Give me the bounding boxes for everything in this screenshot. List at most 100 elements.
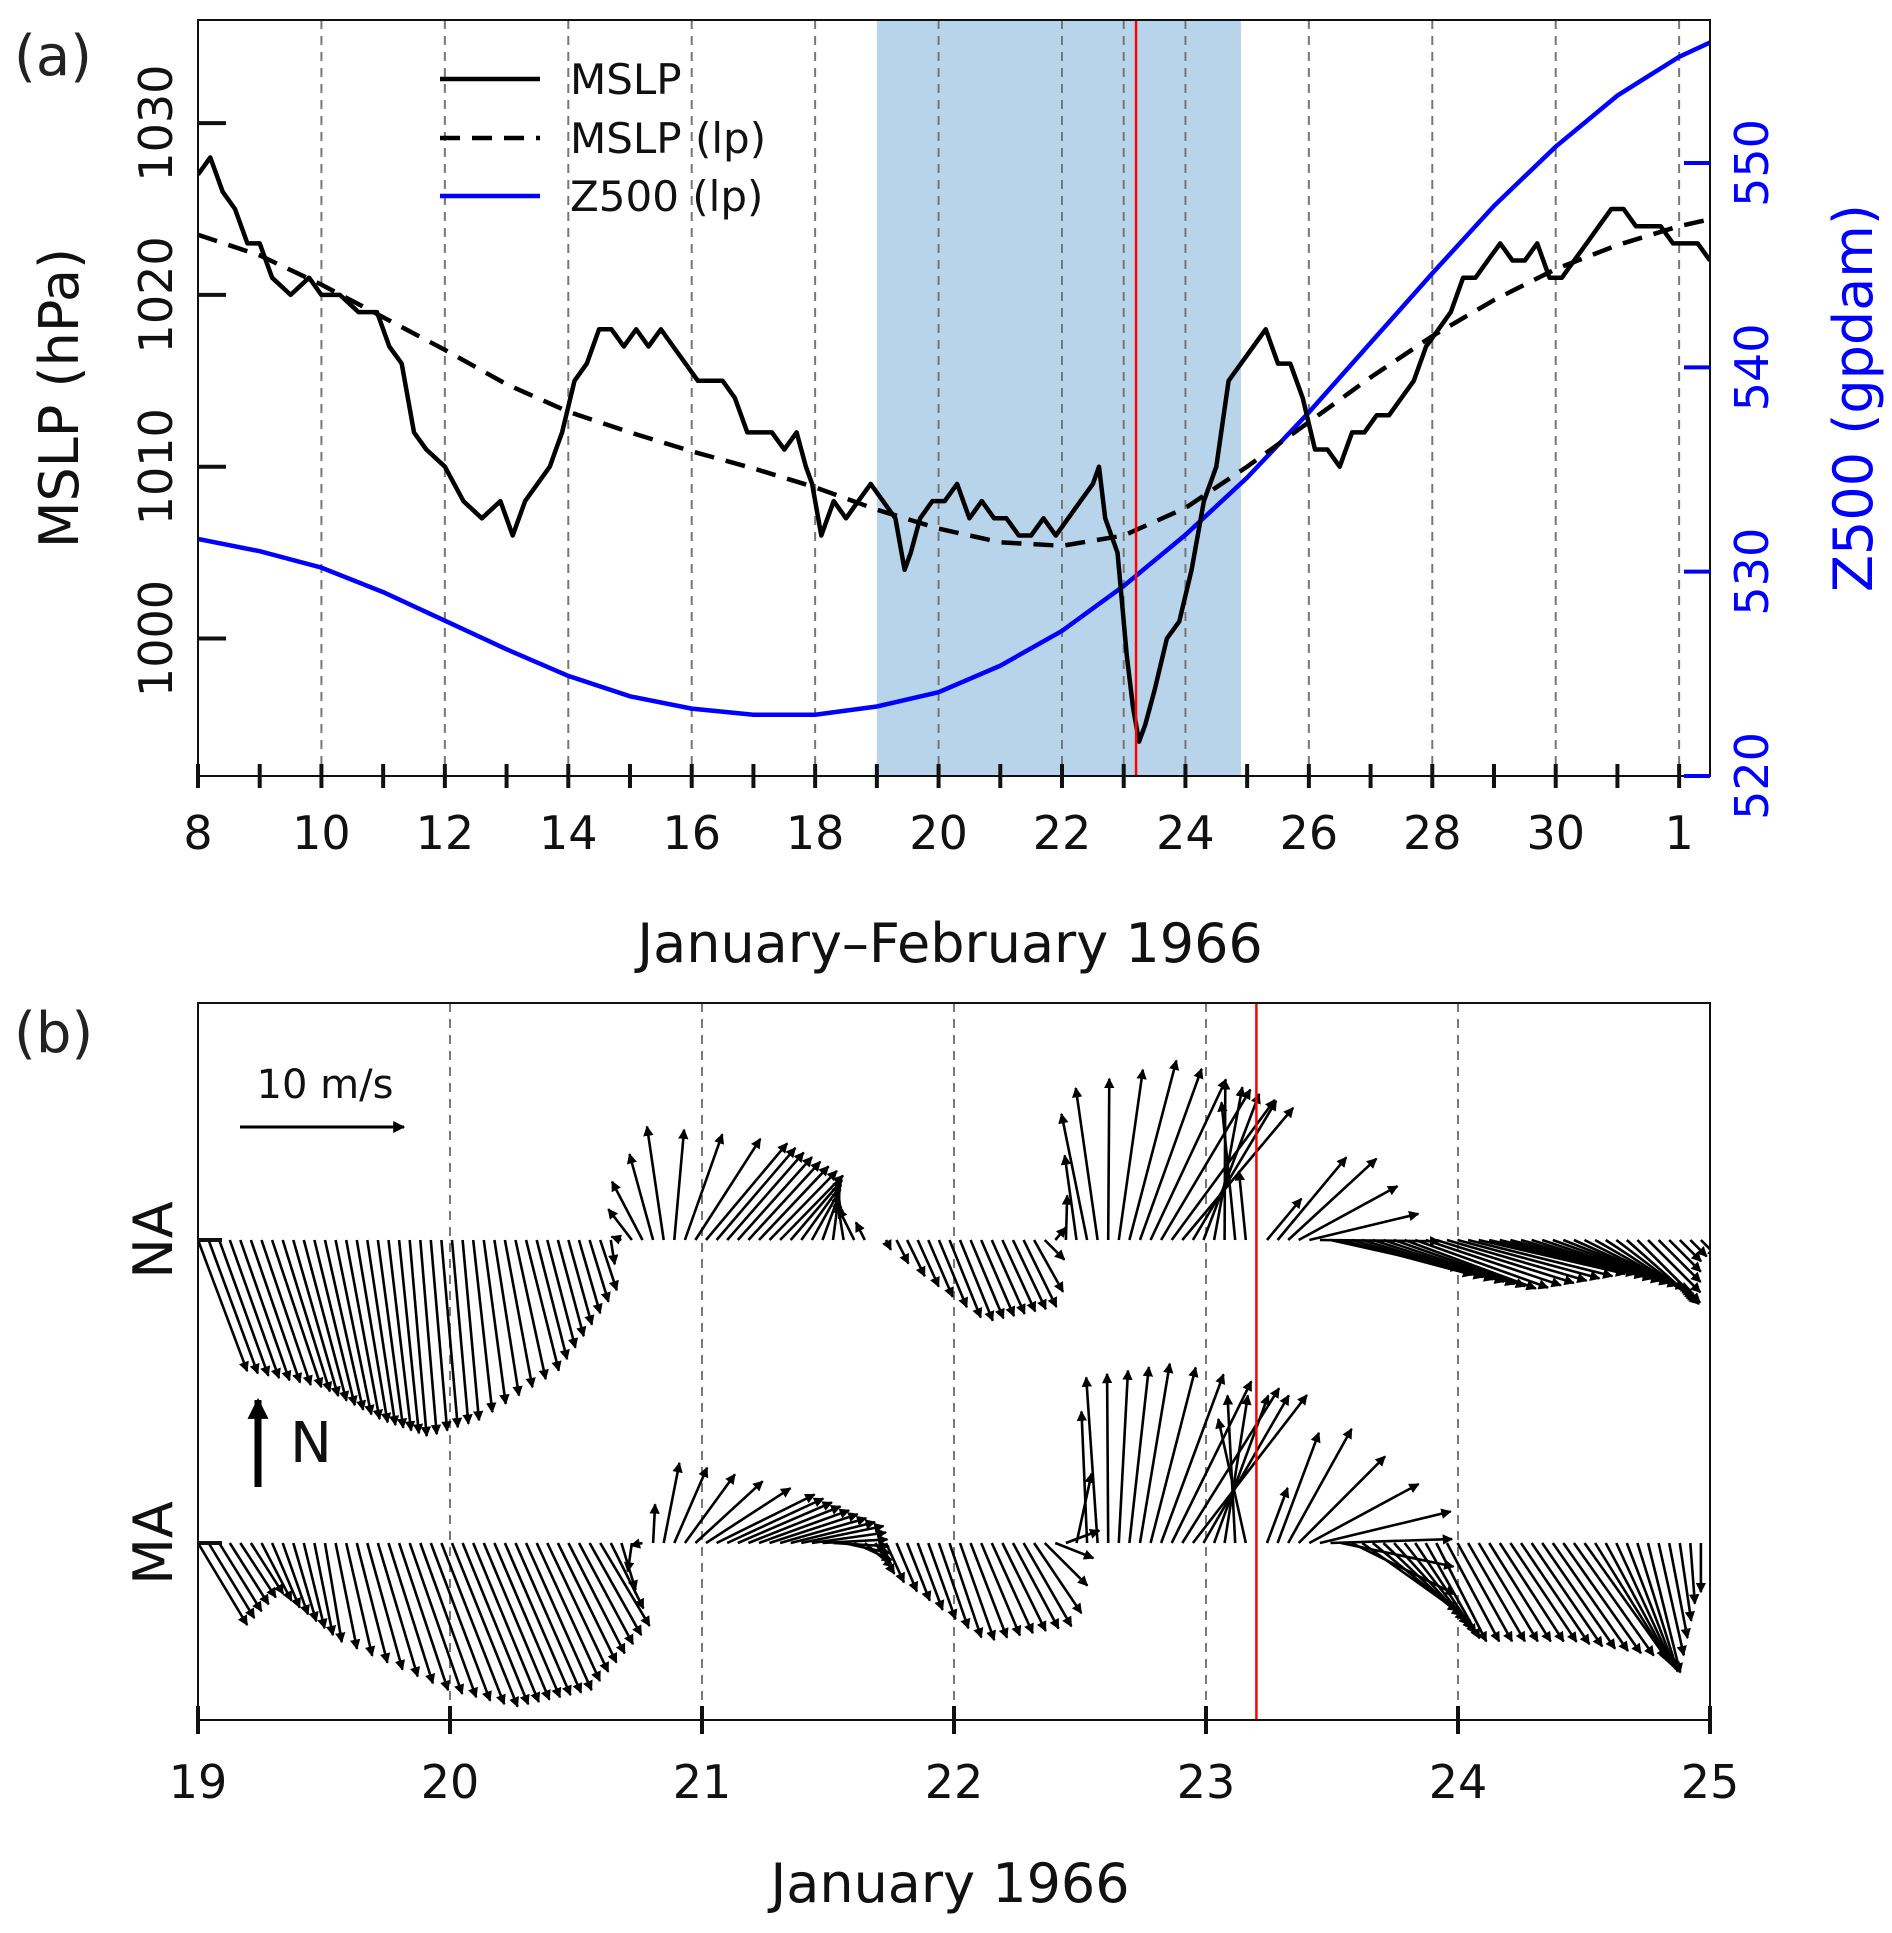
wind-arrow-ma [292,1542,319,1623]
wind-arrow-na [1467,1238,1614,1279]
x-tick-label: 25 [1681,1755,1740,1809]
wind-arrow-na [567,1239,595,1326]
wind-arrow-na [1001,1239,1037,1313]
wind-arrow-ma [1001,1542,1047,1632]
wind-arrow-ma [737,1501,833,1545]
wind-arrow-na [626,1153,655,1241]
wind-arrow-ma [790,1519,877,1545]
wind-arrow-na [292,1239,341,1398]
wind-arrow-na [1022,1239,1058,1308]
wind-arrow-ma [249,1542,285,1595]
right-y-axis-ticks: 520 530 540 550 [1684,119,1779,820]
wind-arrow-na [270,1239,324,1389]
wind-arrow-na [535,1239,570,1361]
wind-arrow-ma [334,1542,361,1650]
wind-arrow-ma [1530,1542,1604,1648]
left-y-axis-ticks: 1000 1010 1020 1030 [129,65,226,697]
wind-arrow-ma [1191,1394,1308,1544]
wind-arrow-na [837,1207,856,1241]
wind-arrow-ma [801,1522,885,1545]
wind-arrow-ma [1604,1542,1672,1665]
wind-arrow-ma [1456,1542,1514,1643]
wind-arrow-ma [1276,1431,1321,1544]
north-indicator: N [247,1397,332,1487]
wind-arrow-na [1298,1185,1399,1242]
z500-lp-line [198,40,1710,717]
wind-arrow-ma [397,1542,451,1692]
wind-arrow-na [429,1239,452,1432]
wind-arrow-ma [546,1542,610,1673]
wind-arrow-na [607,1208,633,1241]
wind-arrow-ma [323,1542,346,1644]
wind-arrow-na [577,1239,603,1315]
x-tick-label: 21 [673,1755,732,1809]
wind-arrow-na [419,1239,442,1436]
wind-arrow-na [1104,1077,1115,1241]
wind-arrow-ma [302,1542,328,1630]
wind-arrow-na [440,1239,463,1429]
wind-arrow-na [1043,1239,1066,1261]
wind-arrow-ma [1330,1534,1454,1545]
legend: MSLP MSLP (lp) Z500 (lp) [440,55,766,221]
wind-arrow-na [1636,1239,1702,1304]
x-tick-label: 22 [1033,806,1092,860]
wind-arrow-na [726,1151,805,1241]
wind-arrow-na [1478,1238,1627,1277]
north-label: N [290,1411,332,1476]
wind-arrow-ma [1223,1394,1252,1544]
wind-arrow-ma [1572,1542,1655,1657]
wind-arrow-ma [1667,1542,1691,1640]
wind-arrow-na [895,1239,910,1265]
wind-arrow-na [493,1239,523,1397]
wind-arrow-ma [874,1542,896,1575]
wind-arrow-na [408,1239,432,1438]
wind-arrow-na [715,1147,797,1241]
wind-arrow-na [1128,1059,1180,1241]
wind-arrow-na [1058,1112,1089,1241]
reference-arrow: 10 m/s [240,1062,406,1133]
wind-arrow-na [1220,1079,1231,1241]
wind-arrow-ma [895,1542,919,1593]
wind-arrow-ma [588,1542,643,1637]
wind-arrow-ma [1033,1542,1083,1615]
wind-arrow-na [1191,1100,1278,1241]
wind-arrow-ma [958,1542,996,1642]
wind-arrow-ma [1541,1542,1617,1650]
wind-arrow-na [1011,1239,1047,1311]
wind-arrow-na [1217,1101,1237,1241]
wind-arrow-ma [461,1542,530,1706]
wind-arrow-ma [567,1542,626,1655]
wind-arrow-na [854,1221,866,1241]
y-axis-title: MSLP (hPa) [28,248,91,548]
x-tick-label: 14 [539,806,598,860]
wind-arrow-ma [556,1542,618,1664]
wind-arrow-na [482,1239,510,1405]
x-tick-label: 22 [925,1755,984,1809]
wind-arrow-na [1678,1239,1703,1263]
wind-arrow-na [969,1239,1005,1320]
wind-arrow-na [747,1160,822,1241]
wind-arrow-ma [1265,1486,1290,1544]
wind-arrow-ma [1562,1542,1642,1655]
wind-arrow-na [1414,1238,1549,1290]
wind-arrow-na [736,1156,813,1241]
legend-label-mslp-lp: MSLP (lp) [570,114,766,163]
wind-arrow-na [673,1128,689,1241]
wind-arrow-ma [524,1542,593,1692]
wind-arrow-ma [884,1542,906,1584]
wind-arrow-ma [1222,1394,1237,1544]
wind-arrow-ma [493,1542,562,1699]
panel-b-wind-vectors: (b) 19 20 21 22 23 24 25 NA MA January 1966 10 … [14,1001,1739,1915]
wind-arrow-na [397,1239,424,1435]
x-axis-ticks: 19 20 21 22 23 24 25 [169,1706,1740,1809]
wind-arrow-na [948,1239,983,1319]
wind-arrow-na [514,1239,549,1381]
mslp-lp-line [198,217,1710,549]
wind-arrow-ma [228,1542,270,1606]
wind-arrow-ma [1488,1542,1552,1643]
wind-arrow-ma [629,1538,643,1549]
wind-arrow-na [1071,1086,1099,1241]
wind-arrow-ma [1287,1427,1353,1544]
y-tick-label: 1000 [129,580,183,697]
wind-arrow-ma [1593,1542,1670,1662]
